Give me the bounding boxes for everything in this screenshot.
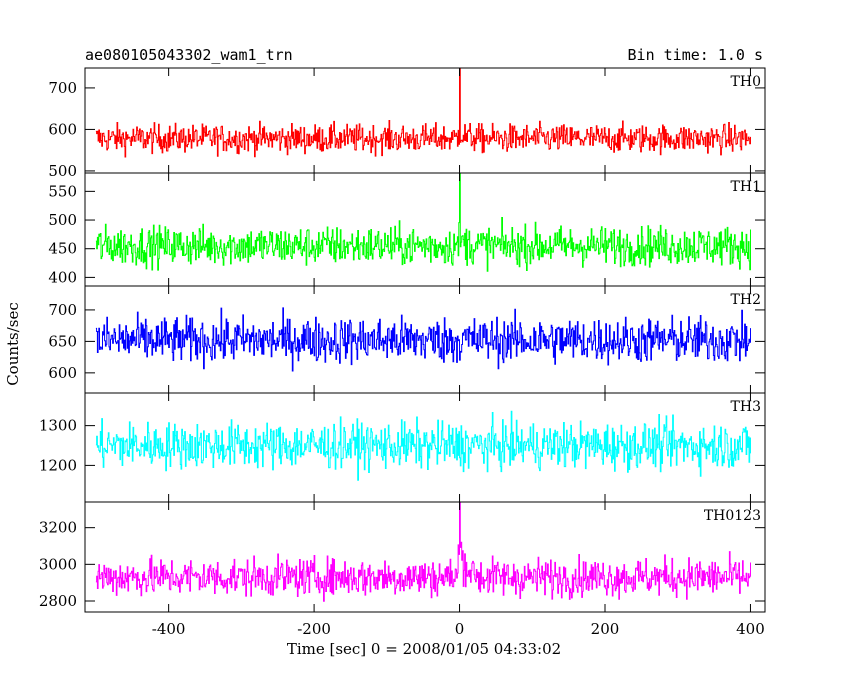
y-tick-label: 650 bbox=[48, 332, 77, 350]
y-tick-label: 400 bbox=[48, 268, 77, 286]
chart-title: ae080105043302_wam1_trn bbox=[85, 46, 293, 64]
y-axis-title: Counts/sec bbox=[4, 302, 22, 386]
series-line-th2 bbox=[95, 307, 751, 372]
panel-frame bbox=[84, 172, 766, 287]
x-tick-label: 200 bbox=[591, 620, 620, 638]
x-axis: -400 -200 0 200 400 bbox=[152, 620, 765, 638]
y-tick-label: 450 bbox=[48, 240, 77, 258]
x-tick-label: 0 bbox=[455, 620, 465, 638]
y-tick-label: 1300 bbox=[39, 417, 77, 435]
panel-th1: 400 450 500 550 TH1 bbox=[48, 172, 766, 287]
panel-th2: 600 650 700 TH2 bbox=[48, 285, 766, 394]
y-tick-label: 500 bbox=[48, 211, 77, 229]
y-tick-label: 600 bbox=[48, 120, 77, 138]
panel-th3: 1200 1300 TH3 bbox=[39, 392, 766, 503]
y-tick-label: 3200 bbox=[39, 519, 77, 537]
panel-label-th1: TH1 bbox=[731, 179, 761, 195]
y-tick-label: 2800 bbox=[39, 592, 77, 610]
series-line-th3 bbox=[95, 410, 751, 481]
panel-frame bbox=[84, 501, 766, 613]
x-tick-label: -200 bbox=[297, 620, 331, 638]
x-axis-title: Time [sec] 0 = 2008/01/05 04:33:02 bbox=[287, 640, 561, 658]
series-line-th1 bbox=[95, 173, 751, 272]
bin-time-label: Bin time: 1.0 s bbox=[628, 46, 763, 64]
y-tick-label: 3000 bbox=[39, 555, 77, 573]
y-tick-label: 550 bbox=[48, 182, 77, 200]
series-line-th0 bbox=[95, 68, 751, 158]
panel-label-th0123: TH0123 bbox=[704, 508, 761, 524]
panel-label-th0: TH0 bbox=[731, 74, 761, 90]
y-tick-label: 700 bbox=[48, 79, 77, 97]
panels-group: 500 600 700 TH0 400 450 500 550 TH1 600 650 700 TH2 1… bbox=[39, 67, 766, 613]
series-line-th0123 bbox=[95, 502, 751, 602]
x-tick-label: -400 bbox=[152, 620, 186, 638]
panel-label-th2: TH2 bbox=[731, 292, 761, 308]
x-tick-label: 400 bbox=[736, 620, 765, 638]
y-tick-label: 500 bbox=[48, 162, 77, 180]
panel-th0: 500 600 700 TH0 bbox=[48, 67, 766, 180]
y-tick-label: 600 bbox=[48, 364, 77, 382]
panel-th0123: 2800 3000 3200 TH0123 bbox=[39, 501, 766, 613]
y-tick-label: 700 bbox=[48, 301, 77, 319]
panel-label-th3: TH3 bbox=[731, 399, 761, 415]
y-tick-label: 1200 bbox=[39, 456, 77, 474]
panel-frame bbox=[84, 67, 766, 174]
